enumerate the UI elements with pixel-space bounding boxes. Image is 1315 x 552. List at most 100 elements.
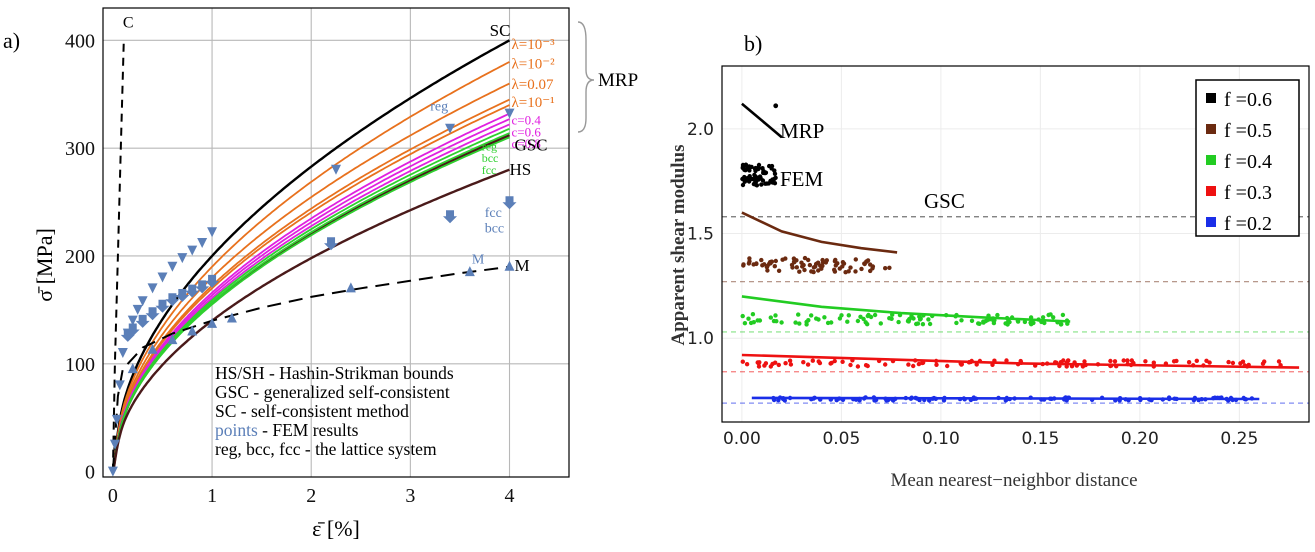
fem-dot bbox=[916, 361, 922, 367]
fem-dot bbox=[1053, 360, 1058, 365]
legend-line-5: reg, bcc, fcc - the lattice system bbox=[215, 439, 437, 459]
fem-dot bbox=[934, 358, 939, 364]
fem-dot bbox=[1121, 358, 1126, 363]
fem-dot bbox=[740, 165, 745, 171]
fem-dot bbox=[767, 260, 773, 265]
y-tick-label: 0 bbox=[85, 462, 95, 484]
fem-dot bbox=[962, 397, 967, 402]
fem-dot bbox=[832, 358, 837, 364]
fem-dot bbox=[1042, 320, 1047, 326]
fem-dot bbox=[930, 396, 935, 401]
fem-dot bbox=[1219, 395, 1224, 400]
fem-dot bbox=[1009, 315, 1015, 320]
fem-dot bbox=[872, 312, 878, 318]
fem-dot bbox=[746, 316, 751, 321]
fem-dot bbox=[762, 262, 767, 267]
fem-point-lower bbox=[504, 260, 515, 271]
panel-a-y-axis-label: σ̄ [MPa] bbox=[32, 228, 57, 302]
curve-label: GSC bbox=[514, 135, 547, 154]
legend-swatch bbox=[1206, 124, 1216, 134]
fem-dot bbox=[823, 260, 829, 265]
fem-dot bbox=[834, 398, 839, 403]
fem-dot bbox=[1039, 397, 1044, 402]
fem-dot bbox=[883, 362, 888, 367]
legend-line-2: GSC - generalized self-consistent bbox=[215, 382, 450, 402]
legend-swatch bbox=[1206, 217, 1216, 227]
y-tick-label: 2.0 bbox=[687, 120, 714, 140]
fem-dot bbox=[868, 268, 873, 274]
fem-point-upper bbox=[137, 296, 148, 307]
fem-dot bbox=[995, 312, 1000, 318]
fem-dot bbox=[1230, 360, 1236, 366]
fem-dot bbox=[859, 266, 864, 272]
panel-b-x-axis-label: Mean nearest−neighbor distance bbox=[890, 470, 1137, 491]
fem-dot bbox=[1004, 358, 1009, 363]
fem-dot bbox=[1113, 398, 1118, 403]
fem-dot bbox=[771, 397, 777, 403]
fem-dot bbox=[908, 396, 914, 401]
fem-dot bbox=[748, 320, 754, 326]
fem-dot bbox=[1018, 358, 1023, 364]
curve-label: HS bbox=[510, 160, 532, 179]
fem-dot bbox=[884, 398, 889, 403]
fem-dot bbox=[751, 181, 757, 187]
series-line-lattice bbox=[112, 136, 510, 473]
fem-dot bbox=[1066, 358, 1071, 363]
fem-dot bbox=[1194, 358, 1200, 363]
panel-b-chart: 0.00 0.05 0.10 0.15 0.20 0.25 1.0 1.5 2.0 b) App… bbox=[668, 31, 1310, 491]
fem-dot bbox=[942, 395, 947, 401]
fem-dot bbox=[742, 321, 748, 326]
fem-point-label: fcc bbox=[485, 206, 502, 221]
fem-dot bbox=[855, 364, 861, 369]
fem-dot bbox=[773, 360, 778, 365]
fem-dot bbox=[934, 362, 939, 367]
fem-dot bbox=[740, 176, 745, 182]
fem-dot bbox=[816, 317, 821, 322]
fem-dot bbox=[768, 364, 773, 369]
fem-point-upper bbox=[167, 261, 178, 272]
fem-dot bbox=[906, 362, 911, 367]
fem-point-mid bbox=[502, 196, 517, 210]
series-line-m bbox=[111, 265, 510, 472]
fem-dot bbox=[797, 269, 802, 274]
fem-dot bbox=[861, 316, 866, 322]
fem-dot bbox=[1065, 321, 1070, 326]
fem-dot bbox=[794, 265, 799, 270]
fem-dot bbox=[1201, 363, 1206, 368]
fem-dot bbox=[776, 268, 782, 273]
fem-dot bbox=[922, 397, 927, 403]
fem-dot bbox=[1058, 322, 1064, 327]
x-tick-label: 0.15 bbox=[1021, 429, 1059, 449]
fem-dot bbox=[865, 322, 870, 327]
fem-dot bbox=[825, 320, 831, 326]
fem-point-mid bbox=[324, 237, 339, 251]
fem-point-upper bbox=[111, 414, 122, 425]
fem-dot bbox=[1163, 361, 1169, 366]
fem-dot bbox=[812, 395, 817, 400]
fem-point-lower bbox=[345, 282, 356, 293]
fem-dot bbox=[890, 312, 895, 317]
fem-dot bbox=[790, 265, 795, 270]
mrp-curve bbox=[741, 102, 783, 139]
panel-a-label: a) bbox=[3, 28, 20, 53]
fem-dot bbox=[740, 182, 746, 188]
fem-point-upper bbox=[127, 315, 138, 326]
x-tick-label: 4 bbox=[505, 485, 515, 507]
fem-dot bbox=[744, 362, 750, 367]
fem-dot bbox=[954, 320, 959, 326]
fem-dot bbox=[930, 313, 935, 319]
fem-point-label: bcc bbox=[485, 221, 504, 236]
series-line-hs bbox=[111, 168, 510, 473]
fem-dot bbox=[1040, 361, 1045, 367]
fem-point-mid bbox=[145, 307, 160, 321]
fem-dot bbox=[776, 398, 781, 403]
fem-point-mid bbox=[175, 288, 190, 302]
fem-dot bbox=[1233, 397, 1239, 403]
fem-dot bbox=[1028, 395, 1033, 400]
fem-dot bbox=[1160, 397, 1166, 402]
fem-point-mid bbox=[195, 280, 210, 294]
fem-dot bbox=[920, 322, 926, 327]
legend-swatch bbox=[1206, 155, 1216, 165]
fem-dot bbox=[820, 257, 825, 263]
panel-a-grid bbox=[103, 8, 569, 477]
